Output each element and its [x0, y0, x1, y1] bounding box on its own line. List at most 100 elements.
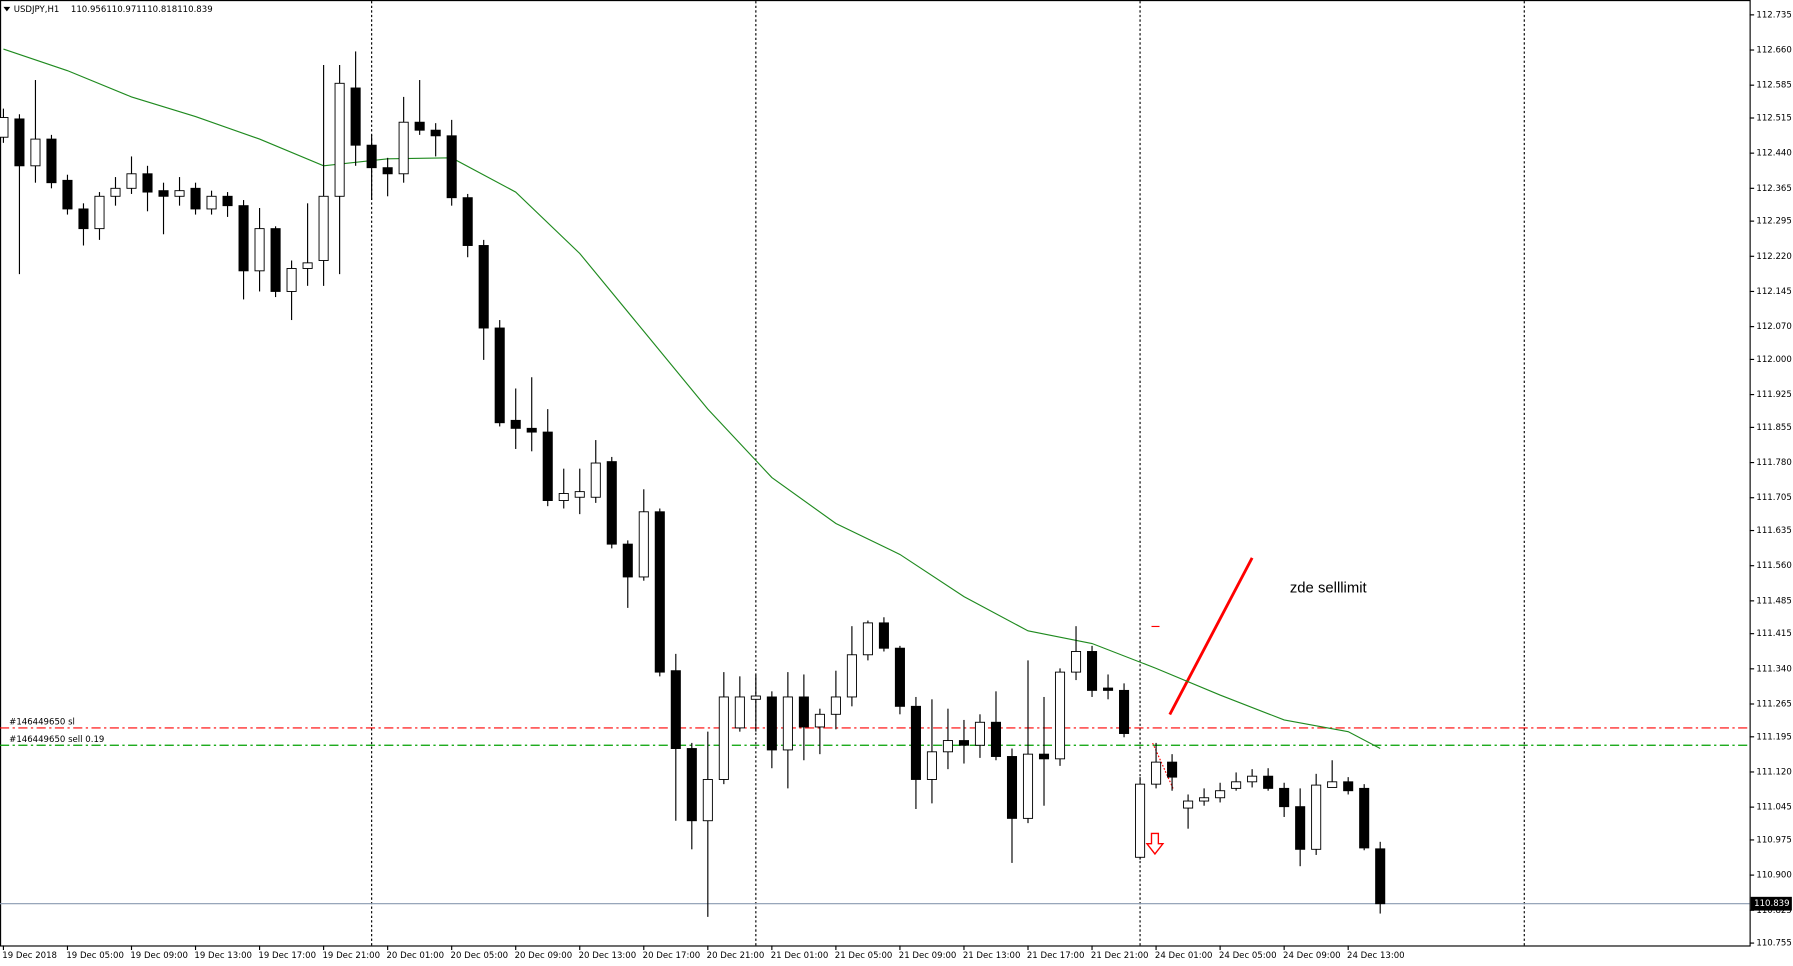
candle-body [862, 622, 873, 656]
y-tick-label: 112.365 [1756, 184, 1791, 194]
x-tick-label: 21 Dec 09:00 [899, 951, 957, 961]
y-tick-label: 111.045 [1756, 803, 1791, 813]
x-tick-label: 19 Dec 2018 [2, 951, 57, 961]
candle-body [494, 327, 505, 424]
y-tick-label: 111.120 [1756, 767, 1791, 777]
x-tick-label: 19 Dec 21:00 [322, 951, 380, 961]
candle-body [302, 262, 313, 269]
y-tick-label: 110.755 [1756, 939, 1791, 949]
candle-body [830, 696, 841, 715]
candle-body [350, 87, 361, 146]
candle-body [62, 179, 73, 210]
candle-body [542, 431, 553, 501]
candle-body [190, 187, 201, 210]
candle-body [910, 705, 921, 780]
y-tick-label: 111.925 [1756, 390, 1791, 400]
y-tick-label: 111.780 [1756, 458, 1791, 468]
candle-body [206, 195, 217, 210]
candle-body [958, 740, 969, 746]
chart-title: USDJPY,H1 [14, 5, 60, 15]
candle-body [1359, 787, 1370, 849]
candle-body [894, 647, 905, 707]
y-tick-label: 111.415 [1756, 629, 1791, 639]
candle-body [846, 654, 857, 698]
order-line-label: #146449650 sl [9, 718, 75, 728]
x-tick-label: 20 Dec 01:00 [387, 951, 445, 961]
candle-body [1279, 787, 1290, 808]
candle-body [718, 696, 729, 780]
y-tick-label: 112.070 [1756, 322, 1791, 332]
candle-body [78, 208, 89, 230]
y-tick-label: 111.265 [1756, 699, 1791, 709]
candle-body [478, 245, 489, 329]
x-tick-label: 24 Dec 05:00 [1219, 951, 1277, 961]
header-high: 110.971 [106, 5, 141, 15]
y-tick-label: 111.635 [1756, 526, 1791, 536]
candle-body [1151, 761, 1162, 785]
x-tick-label: 24 Dec 13:00 [1347, 951, 1405, 961]
candle-body [526, 427, 537, 433]
candle-body [782, 696, 793, 751]
x-tick-label: 20 Dec 17:00 [643, 951, 701, 961]
candle-body [974, 721, 986, 746]
candle-body [1022, 753, 1034, 819]
candle-body [398, 121, 409, 175]
candle-body [1327, 781, 1338, 788]
candle-body [1263, 775, 1274, 789]
y-tick-label: 111.195 [1756, 732, 1791, 742]
y-tick-label: 111.485 [1756, 596, 1791, 606]
x-tick-label: 20 Dec 21:00 [707, 951, 765, 961]
x-tick-label: 19 Dec 09:00 [130, 951, 188, 961]
y-tick-label: 112.515 [1756, 113, 1791, 123]
y-tick-label: 111.560 [1756, 561, 1791, 571]
candle-body [1038, 753, 1050, 760]
candle-body [1199, 797, 1210, 802]
order-line-label: #146449650 sell 0.19 [9, 735, 104, 745]
menu-triangle [3, 6, 11, 12]
y-tick-label: 112.735 [1756, 10, 1791, 20]
candle-body [126, 173, 137, 189]
candle-body [430, 129, 441, 137]
y-tick-label: 112.000 [1756, 355, 1791, 365]
y-tick-label: 112.440 [1756, 149, 1791, 159]
candle-body [1103, 687, 1114, 691]
x-tick-label: 20 Dec 13:00 [579, 951, 637, 961]
y-tick-label: 111.705 [1756, 493, 1791, 503]
candle-body [318, 195, 329, 261]
candle-body [1087, 651, 1098, 691]
y-tick-label: 112.585 [1756, 81, 1791, 91]
x-tick-label: 19 Dec 05:00 [66, 951, 124, 961]
candle-body [990, 721, 1002, 757]
x-tick-label: 20 Dec 05:00 [451, 951, 509, 961]
x-tick-label: 19 Dec 13:00 [194, 951, 252, 961]
candle-body [558, 493, 569, 501]
candle-body [734, 696, 745, 729]
x-tick-label: 21 Dec 05:00 [835, 951, 893, 961]
candle-body [1006, 756, 1018, 819]
candle-body [1119, 689, 1130, 734]
candle-body [798, 696, 809, 728]
drawn-trendline [1168, 557, 1254, 716]
candle-body [46, 138, 57, 184]
candle-body [1070, 651, 1082, 673]
sell-arrow [1145, 832, 1165, 856]
bid-label: 110.839 [1754, 899, 1789, 909]
candle-body [702, 779, 713, 822]
y-tick-label: 112.220 [1756, 252, 1791, 262]
header-low: 110.818 [142, 5, 177, 15]
candle-body [1247, 775, 1258, 783]
candle-body [1343, 781, 1354, 792]
candle-body [446, 135, 457, 199]
candle-body [222, 195, 233, 207]
x-tick-label: 21 Dec 17:00 [1027, 951, 1085, 961]
candle-body [174, 190, 185, 197]
candle-body [334, 82, 345, 197]
x-tick-label: 21 Dec 01:00 [771, 951, 829, 961]
y-tick-label: 112.145 [1756, 287, 1791, 297]
candle-body [158, 190, 169, 197]
candle-body [1375, 848, 1386, 905]
x-tick-label: 21 Dec 21:00 [1091, 951, 1149, 961]
y-tick-label: 110.825 [1756, 906, 1791, 916]
